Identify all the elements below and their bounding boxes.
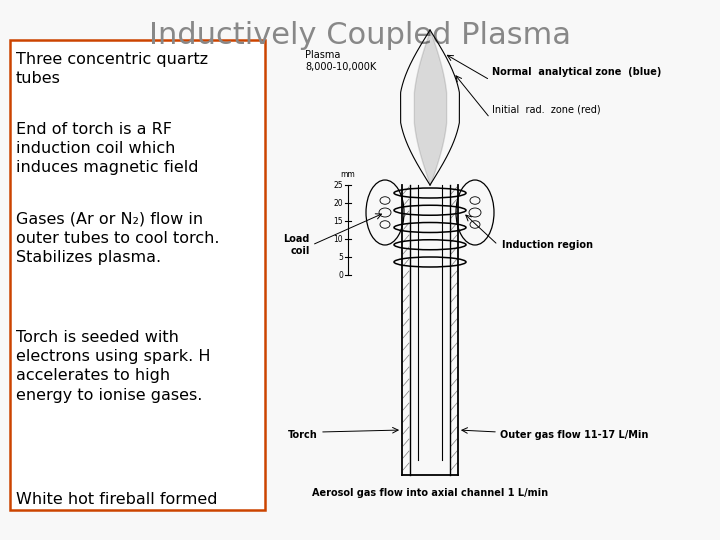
Text: Torch: Torch	[288, 430, 318, 440]
Text: Plasma
8,000-10,000K: Plasma 8,000-10,000K	[305, 50, 377, 72]
Text: Torch is seeded with
electrons using spark. H
accelerates to high
energy to ioni: Torch is seeded with electrons using spa…	[16, 330, 210, 403]
Text: Inductively Coupled Plasma: Inductively Coupled Plasma	[149, 21, 571, 50]
Text: White hot fireball formed: White hot fireball formed	[16, 492, 217, 507]
Text: 10: 10	[333, 234, 343, 244]
Text: Gases (Ar or N₂) flow in
outer tubes to cool torch.
Stabilizes plasma.: Gases (Ar or N₂) flow in outer tubes to …	[16, 212, 220, 265]
Text: Induction region: Induction region	[502, 240, 593, 250]
Text: mm: mm	[341, 170, 356, 179]
Text: Normal  analytical zone  (blue): Normal analytical zone (blue)	[492, 67, 662, 77]
FancyBboxPatch shape	[10, 40, 265, 510]
Text: Initial  rad.  zone (red): Initial rad. zone (red)	[492, 105, 600, 115]
Text: Load
coil: Load coil	[284, 234, 310, 256]
Text: Outer gas flow 11-17 L/Min: Outer gas flow 11-17 L/Min	[500, 430, 649, 440]
Text: Three concentric quartz
tubes: Three concentric quartz tubes	[16, 52, 208, 86]
Text: 20: 20	[333, 199, 343, 207]
Text: 25: 25	[333, 180, 343, 190]
Text: 0: 0	[338, 271, 343, 280]
Text: Aerosol gas flow into axial channel 1 L/min: Aerosol gas flow into axial channel 1 L/…	[312, 488, 548, 498]
Text: 15: 15	[333, 217, 343, 226]
Text: End of torch is a RF
induction coil which
induces magnetic field: End of torch is a RF induction coil whic…	[16, 122, 199, 176]
Text: 5: 5	[338, 253, 343, 261]
